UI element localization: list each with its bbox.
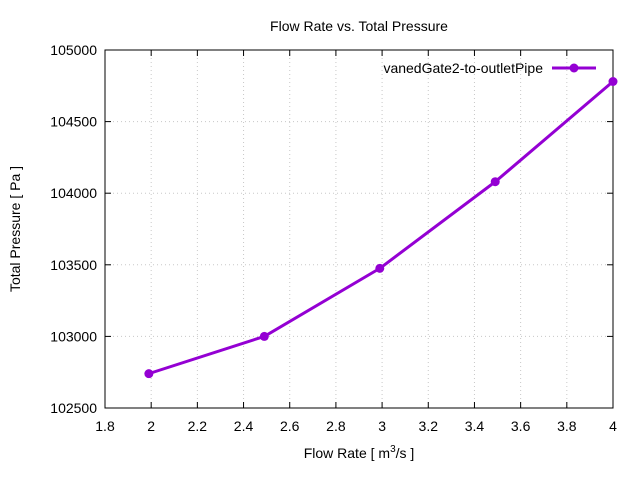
x-tick-label: 3.2 — [419, 418, 439, 434]
x-tick-label: 2.2 — [188, 418, 208, 434]
plot-frame — [104, 49, 614, 409]
legend: vanedGate2-to-outletPipe — [383, 60, 596, 76]
y-tick-label: 103500 — [50, 257, 97, 273]
series-line — [148, 80, 614, 376]
series-layer — [144, 77, 618, 379]
tick-labels: 1.8 2 2.2 2.4 2.6 2.8 3 3.2 3.4 3.6 3.8 4 102500 1030… — [50, 42, 617, 434]
x-axis-label: Flow Rate [ m3/s ] — [304, 444, 415, 461]
x-tick-label: 1.8 — [95, 418, 115, 434]
legend-marker — [569, 63, 579, 73]
ticks — [104, 49, 614, 409]
x-tick-label: 3 — [378, 418, 386, 434]
y-tick-label: 105000 — [50, 42, 97, 58]
grid — [105, 50, 613, 408]
y-axis-label: Total Pressure [ Pa ] — [7, 166, 23, 292]
data-point — [375, 263, 385, 273]
chart-title: Flow Rate vs. Total Pressure — [270, 18, 448, 34]
x-axis-label-sup: 3 — [390, 444, 396, 455]
y-tick-label: 104500 — [50, 114, 97, 130]
x-tick-label: 2 — [147, 418, 155, 434]
y-tick-label: 104000 — [50, 185, 97, 201]
x-axis-label-suffix: /s ] — [396, 445, 415, 461]
y-tick-label: 102500 — [50, 400, 97, 416]
x-tick-label: 2.4 — [234, 418, 254, 434]
x-tick-label: 3.6 — [511, 418, 531, 434]
legend-label: vanedGate2-to-outletPipe — [383, 60, 543, 76]
data-point — [144, 369, 154, 379]
y-tick-label: 103000 — [50, 328, 97, 344]
data-point — [490, 177, 500, 187]
x-axis-label-prefix: Flow Rate [ m — [304, 445, 390, 461]
x-tick-label: 3.8 — [557, 418, 577, 434]
x-tick-label: 2.8 — [326, 418, 346, 434]
data-point — [259, 331, 269, 341]
x-tick-label: 2.6 — [280, 418, 300, 434]
x-tick-label: 3.4 — [465, 418, 485, 434]
x-tick-label: 4 — [609, 418, 617, 434]
data-point — [608, 77, 618, 87]
